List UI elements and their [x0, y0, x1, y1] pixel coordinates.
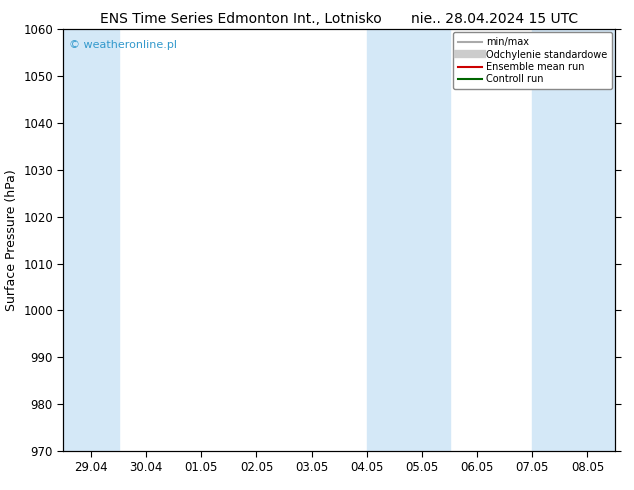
Text: nie.. 28.04.2024 15 UTC: nie.. 28.04.2024 15 UTC [411, 12, 578, 26]
Bar [63, 29, 119, 451]
Y-axis label: Surface Pressure (hPa): Surface Pressure (hPa) [4, 169, 18, 311]
Bar [366, 29, 450, 451]
Text: ENS Time Series Edmonton Int., Lotnisko: ENS Time Series Edmonton Int., Lotnisko [100, 12, 382, 26]
Bar [533, 29, 615, 451]
Text: © weatheronline.pl: © weatheronline.pl [69, 40, 177, 50]
Legend: min/max, Odchylenie standardowe, Ensemble mean run, Controll run: min/max, Odchylenie standardowe, Ensembl… [453, 32, 612, 89]
